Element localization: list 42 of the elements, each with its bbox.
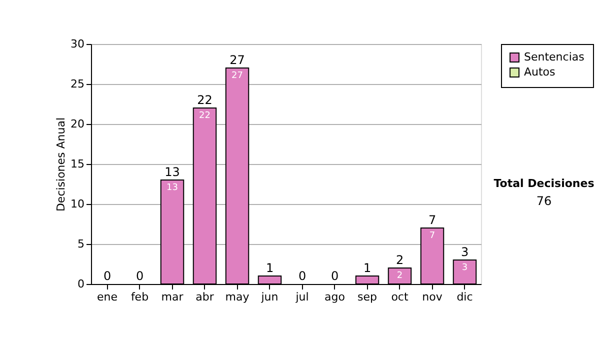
total-label: 0 — [330, 269, 339, 283]
total-label: 2 — [396, 253, 404, 267]
total-label: 22 — [197, 93, 212, 107]
x-tick-label: abr — [196, 290, 214, 304]
x-tick-label: may — [225, 290, 250, 304]
data-label: 13 — [166, 183, 178, 193]
y-tick-label: 5 — [78, 238, 84, 250]
y-tick-label: 25 — [70, 78, 84, 90]
x-tick-label: oct — [391, 290, 409, 304]
y-tick-label: 15 — [70, 158, 84, 170]
data-label: 3 — [462, 263, 468, 273]
x-tick-label: mar — [161, 290, 184, 304]
data-label: 22 — [199, 111, 210, 121]
y-tick-label: 10 — [70, 198, 84, 210]
legend-label: Autos — [524, 66, 556, 78]
total-label: 1 — [266, 261, 274, 275]
total-label: 27 — [230, 53, 245, 67]
x-tick-label: sep — [358, 290, 378, 304]
x-tick-label: jun — [260, 290, 278, 304]
x-tick-label: jul — [294, 290, 309, 304]
y-tick-label: 30 — [70, 38, 84, 50]
x-tick-label: nov — [422, 290, 443, 304]
total-label: 0 — [103, 269, 112, 283]
total-label: 1 — [363, 261, 372, 275]
text: 76 — [536, 194, 552, 208]
data-label: 7 — [429, 231, 436, 241]
x-tick-label: dic — [456, 290, 473, 304]
y-axis-title: Decisiones Anual — [54, 117, 68, 212]
x-tick-label: ene — [96, 290, 118, 304]
x-tick-label: feb — [130, 290, 149, 304]
total-label: 7 — [428, 213, 436, 227]
y-tick-label: 20 — [70, 118, 84, 130]
x-tick-label: ago — [324, 290, 346, 304]
total-label: 0 — [298, 269, 306, 283]
y-tick-label: 0 — [78, 278, 84, 290]
legend-label: Sentencias — [524, 50, 585, 64]
total-label: 3 — [460, 245, 469, 259]
text: Total Decisiones — [494, 177, 595, 190]
data-label: 27 — [232, 71, 243, 81]
total-label: 0 — [136, 269, 144, 283]
data-label: 2 — [396, 271, 403, 281]
total-label: 13 — [164, 165, 180, 179]
